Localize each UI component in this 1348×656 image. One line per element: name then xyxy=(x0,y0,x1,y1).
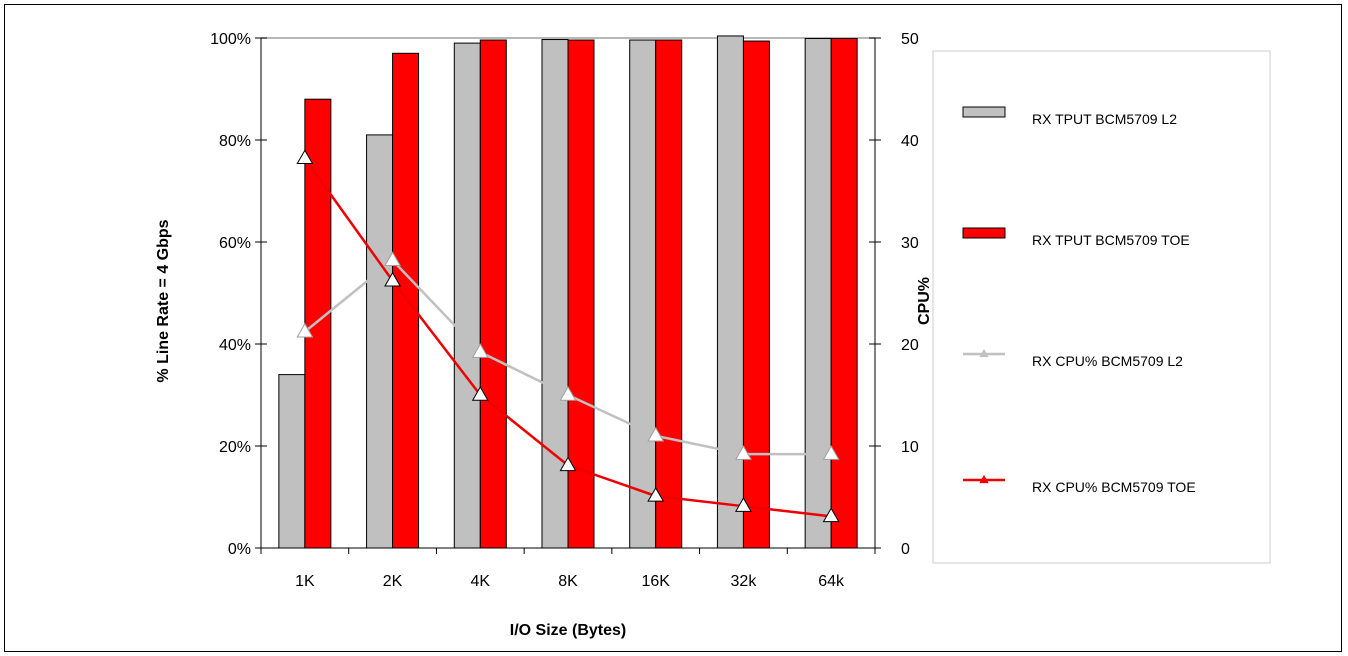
bar-toe-4k xyxy=(479,39,507,549)
bar-l2-4k xyxy=(453,42,481,549)
x-tick-label-4k: 4K xyxy=(470,573,490,590)
legend-item-2-swatch xyxy=(962,227,1006,239)
chart-frame: 0% 20% 40% 60% 80% 100% 0 10 20 30 40 50 1K 2K 4K 8K 16K… xyxy=(4,4,1342,652)
y-tick-label: 80% xyxy=(219,133,251,150)
marker-cpu-toe-8k xyxy=(559,456,577,472)
legend-item-4-marker xyxy=(979,474,989,484)
plot-area xyxy=(261,35,875,549)
x-tick-label-1k: 1K xyxy=(295,573,315,590)
legend-item-3-label: RX CPU% BCM5709 L2 xyxy=(1032,353,1183,369)
legend-item-1-label: RX TPUT BCM5709 L2 xyxy=(1032,111,1177,127)
marker-cpu-toe-32k xyxy=(734,497,752,512)
x-tick-label-32k: 32k xyxy=(731,573,758,590)
legend-item-4-label: RX CPU% BCM5709 TOE xyxy=(1032,479,1196,495)
y-tick-label: 0% xyxy=(228,541,251,558)
y2-tick-label: 10 xyxy=(901,439,919,456)
marker-cpu-toe-1k xyxy=(296,149,314,165)
bar-toe-1k xyxy=(304,98,332,549)
bar-l2-32k xyxy=(716,35,744,549)
y-axis-title: % Line Rate = 4 Gbps xyxy=(155,219,172,382)
bar-toe-16k xyxy=(655,39,683,549)
legend-item-1-swatch xyxy=(962,106,1006,118)
x-tick-label-64k: 64k xyxy=(818,573,845,590)
chart-svg: 0% 20% 40% 60% 80% 100% 0 10 20 30 40 50 1K 2K 4K 8K 16K… xyxy=(155,31,1271,639)
bar-l2-1k xyxy=(278,374,306,549)
x-tick-label-8k: 8K xyxy=(558,573,578,590)
bar-toe-32k xyxy=(742,40,770,549)
marker-cpu-l2-16k xyxy=(647,426,665,442)
bar-l2-64k xyxy=(804,38,832,549)
marker-cpu-l2-8k xyxy=(559,385,577,401)
y-tick-label: 40% xyxy=(219,337,251,354)
marker-cpu-l2-64k xyxy=(822,445,840,460)
y2-tick-label: 40 xyxy=(901,133,919,150)
legend-item-2-label: RX TPUT BCM5709 TOE xyxy=(1032,232,1190,248)
legend-box xyxy=(932,50,1271,564)
y-tick-label: 60% xyxy=(219,235,251,252)
y2-tick-label: 50 xyxy=(901,31,919,48)
x-tick-label-16k: 16K xyxy=(641,573,670,590)
bar-toe-64k xyxy=(830,38,858,549)
marker-cpu-l2-4k xyxy=(471,343,489,358)
y2-tick-label: 0 xyxy=(901,541,910,558)
bar-l2-16k xyxy=(629,39,657,549)
y-tick-label: 100% xyxy=(210,31,251,48)
legend-item-3-marker xyxy=(979,348,989,358)
y2-tick-label: 20 xyxy=(901,337,919,354)
y2-axis-title: CPU% xyxy=(916,277,933,325)
legend: RX TPUT BCM5709 L2 RX TPUT BCM5709 TOE RX … xyxy=(932,50,1271,564)
bar-l2-2k xyxy=(366,134,394,549)
marker-cpu-toe-4k xyxy=(471,385,489,401)
marker-cpu-toe-64k xyxy=(822,507,840,523)
marker-cpu-toe-2k xyxy=(384,271,402,287)
marker-cpu-l2-1k xyxy=(296,322,314,338)
axes: 0% 20% 40% 60% 80% 100% 0 10 20 30 40 50 1K 2K 4K 8K 16K… xyxy=(210,31,919,590)
x-axis-title: I/O Size (Bytes) xyxy=(510,622,626,639)
marker-cpu-l2-32k xyxy=(734,445,752,460)
marker-cpu-toe-16k xyxy=(647,486,665,502)
bar-l2-8k xyxy=(541,39,569,549)
marker-cpu-l2-2k xyxy=(384,251,402,267)
y2-tick-label: 30 xyxy=(901,235,919,252)
y-tick-label: 20% xyxy=(219,439,251,456)
x-tick-label-2k: 2K xyxy=(383,573,403,590)
bar-toe-2k xyxy=(392,52,420,549)
